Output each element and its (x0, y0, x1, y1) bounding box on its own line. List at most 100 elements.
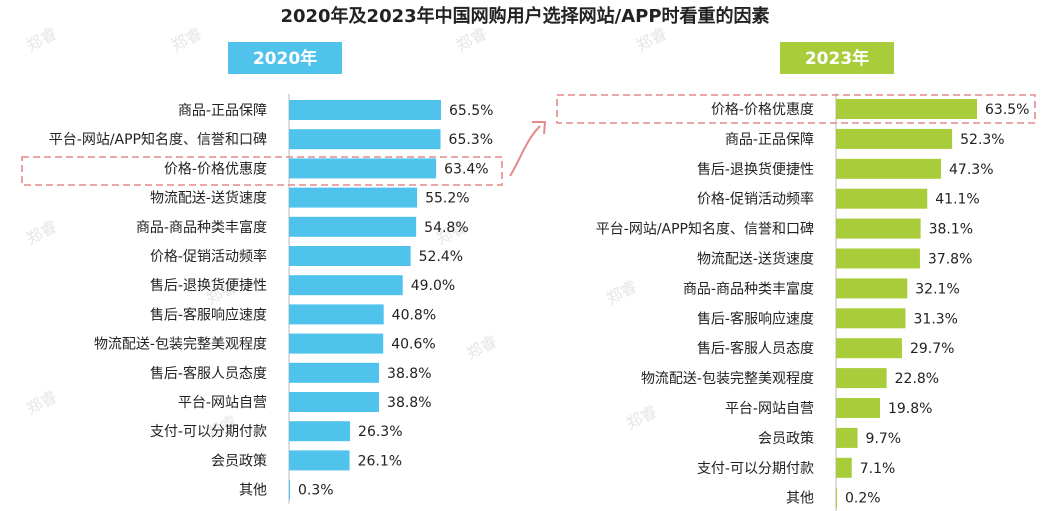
value-label: 40.8% (392, 307, 436, 323)
category-label: 价格-价格优惠度 (711, 102, 814, 118)
value-label: 41.1% (935, 192, 979, 208)
category-label: 售后-退换货便捷性 (697, 161, 814, 178)
category-label: 会员政策 (211, 452, 267, 469)
bar (289, 333, 384, 354)
bar (289, 362, 380, 383)
watermark-text: 郑睿 (168, 24, 205, 56)
value-label: 65.3% (449, 132, 493, 148)
value-label: 26.3% (358, 424, 402, 440)
value-label: 19.8% (888, 401, 932, 417)
watermark-text: 郑睿 (23, 387, 60, 419)
bar (289, 129, 441, 150)
category-label: 价格-促销活动频率 (150, 248, 267, 265)
bar (289, 100, 441, 120)
category-label: 商品-商品种类丰富度 (136, 219, 267, 236)
value-label: 38.1% (929, 222, 973, 238)
year-badge (780, 42, 894, 74)
category-label: 商品-正品保障 (178, 103, 267, 119)
category-label: 其他 (786, 491, 814, 507)
value-label: 49.0% (411, 278, 455, 294)
highlight-arrow-icon (509, 125, 541, 177)
bar (836, 158, 942, 179)
bar (289, 479, 290, 500)
value-label: 47.3% (949, 162, 993, 178)
value-label: 65.5% (449, 103, 493, 119)
bar (836, 218, 921, 239)
watermark-text: 郑睿 (453, 24, 490, 56)
bar (836, 427, 858, 448)
chart-title: 2020年及2023年中国网购用户选择网站/APP时看重的因素 (280, 5, 769, 27)
bar (836, 398, 880, 418)
year-badge-label: 2023年 (805, 48, 869, 69)
category-label: 物流配送-送货速度 (150, 190, 267, 207)
value-label: 22.8% (895, 371, 939, 387)
value-label: 55.2% (425, 191, 469, 207)
value-label: 32.1% (915, 281, 959, 297)
watermark-text: 郑睿 (623, 402, 660, 434)
bar (836, 457, 852, 478)
value-label: 9.7% (866, 431, 902, 447)
bar (289, 392, 380, 412)
bar (289, 275, 403, 296)
bar (836, 338, 902, 359)
category-label: 价格-促销活动频率 (697, 191, 814, 208)
arrowhead-icon (532, 121, 546, 135)
bar (289, 246, 411, 266)
category-label: 价格-价格优惠度 (164, 161, 267, 177)
category-label: 商品-商品种类丰富度 (683, 280, 814, 297)
category-label: 平台-网站自营 (178, 395, 267, 411)
highlight-box (21, 156, 503, 186)
bar (836, 128, 953, 149)
watermark-text: 郑睿 (603, 277, 640, 309)
value-label: 29.7% (910, 341, 954, 357)
bar (836, 368, 887, 389)
year-badge-label: 2020年 (253, 48, 317, 69)
category-label: 会员政策 (758, 430, 814, 447)
watermark-text: 郑睿 (23, 217, 60, 249)
value-label: 52.3% (960, 132, 1004, 148)
value-label: 0.3% (298, 483, 334, 499)
category-label: 物流配送-送货速度 (697, 251, 814, 268)
value-label: 26.1% (358, 453, 402, 469)
value-label: 40.6% (391, 337, 435, 353)
bar (836, 99, 977, 119)
category-label: 平台-网站/APP知名度、信誉和口碑 (596, 221, 814, 238)
value-label: 63.4% (444, 161, 488, 177)
bar (836, 308, 906, 329)
value-label: 37.8% (928, 252, 972, 268)
category-label: 售后-客服响应速度 (697, 310, 814, 327)
category-label: 物流配送-包装完整美观程度 (94, 337, 267, 353)
value-label: 38.8% (387, 395, 431, 411)
category-label: 其他 (239, 483, 267, 499)
bar (836, 248, 920, 269)
bar (836, 278, 908, 299)
bar (289, 187, 418, 208)
value-label: 54.8% (424, 220, 468, 236)
bar (289, 216, 417, 237)
category-label: 支付-可以分期付款 (697, 461, 814, 477)
value-label: 7.1% (860, 461, 896, 477)
value-label: 38.8% (387, 366, 431, 382)
category-label: 物流配送-包装完整美观程度 (641, 371, 814, 387)
value-label: 31.3% (914, 311, 958, 327)
category-label: 商品-正品保障 (725, 132, 814, 148)
value-label: 0.2% (845, 491, 881, 507)
bar (836, 487, 837, 508)
watermark-text: 郑睿 (463, 332, 500, 364)
category-label: 售后-退换货便捷性 (150, 277, 267, 294)
watermark-text: 郑睿 (633, 24, 670, 56)
category-label: 售后-客服人员态度 (150, 365, 267, 382)
bar (289, 304, 384, 325)
bar (289, 421, 351, 442)
category-label: 售后-客服人员态度 (697, 340, 814, 357)
value-label: 52.4% (419, 249, 463, 265)
category-label: 售后-客服响应速度 (150, 306, 267, 323)
value-label: 63.5% (985, 102, 1029, 118)
category-label: 支付-可以分期付款 (150, 424, 267, 440)
category-label: 平台-网站/APP知名度、信誉和口碑 (49, 131, 267, 148)
bar (836, 188, 928, 209)
category-label: 平台-网站自营 (725, 401, 814, 417)
